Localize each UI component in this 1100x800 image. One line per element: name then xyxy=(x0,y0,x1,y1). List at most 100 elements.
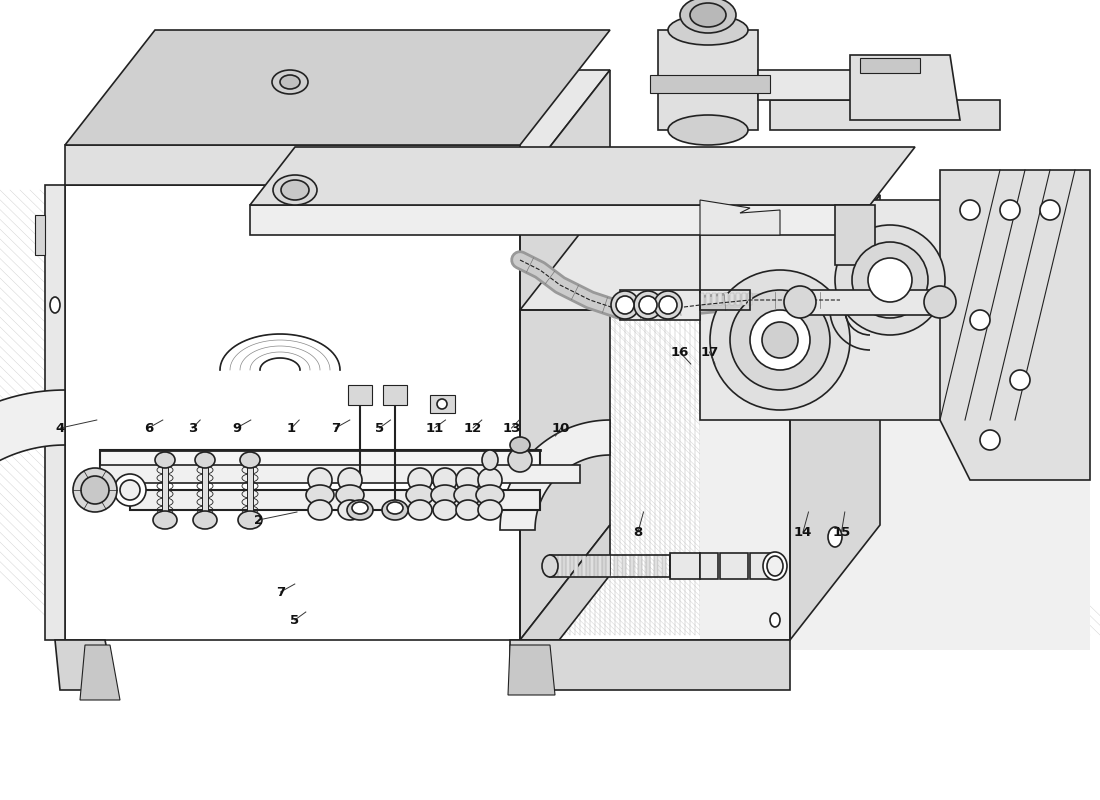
Text: 7: 7 xyxy=(276,586,285,598)
Bar xyxy=(736,293,740,305)
Polygon shape xyxy=(620,290,700,320)
Bar xyxy=(590,555,594,577)
Ellipse shape xyxy=(476,485,504,505)
Bar xyxy=(621,555,626,577)
Polygon shape xyxy=(35,215,45,255)
Ellipse shape xyxy=(1010,370,1030,390)
Bar xyxy=(860,58,920,73)
Ellipse shape xyxy=(659,296,676,314)
Ellipse shape xyxy=(153,511,177,529)
Ellipse shape xyxy=(924,286,956,318)
Bar xyxy=(614,555,618,577)
Ellipse shape xyxy=(610,291,639,319)
Ellipse shape xyxy=(155,452,175,468)
Ellipse shape xyxy=(828,527,842,547)
Ellipse shape xyxy=(542,555,558,577)
Ellipse shape xyxy=(770,348,780,362)
Polygon shape xyxy=(790,290,940,315)
Bar xyxy=(742,293,746,305)
Ellipse shape xyxy=(50,297,60,313)
Bar xyxy=(750,553,770,579)
Text: 14: 14 xyxy=(794,526,812,538)
Text: 15: 15 xyxy=(833,526,850,538)
Text: 11: 11 xyxy=(426,422,443,434)
Polygon shape xyxy=(510,640,790,690)
Bar xyxy=(248,460,253,520)
Polygon shape xyxy=(835,205,874,265)
Ellipse shape xyxy=(510,437,530,453)
Text: eurospares: eurospares xyxy=(746,151,838,169)
Bar xyxy=(718,293,722,305)
Ellipse shape xyxy=(280,180,309,200)
Bar xyxy=(250,205,870,235)
Polygon shape xyxy=(520,195,880,310)
Bar xyxy=(650,75,770,93)
Polygon shape xyxy=(348,385,372,405)
Ellipse shape xyxy=(240,452,260,468)
Text: eurospares: eurospares xyxy=(487,526,613,562)
Ellipse shape xyxy=(114,474,146,506)
Ellipse shape xyxy=(338,468,362,492)
Ellipse shape xyxy=(456,468,480,492)
Ellipse shape xyxy=(431,485,459,505)
Ellipse shape xyxy=(437,399,447,409)
Ellipse shape xyxy=(406,485,434,505)
Ellipse shape xyxy=(280,75,300,89)
Ellipse shape xyxy=(120,480,140,500)
Ellipse shape xyxy=(763,552,786,580)
Bar xyxy=(662,555,665,577)
Bar xyxy=(558,555,562,577)
Text: 13: 13 xyxy=(503,422,520,434)
Polygon shape xyxy=(850,55,960,120)
Ellipse shape xyxy=(980,430,1000,450)
Bar xyxy=(582,555,586,577)
Bar xyxy=(654,555,658,577)
Ellipse shape xyxy=(639,296,657,314)
Ellipse shape xyxy=(408,500,432,520)
Polygon shape xyxy=(770,100,1000,130)
Polygon shape xyxy=(65,30,610,145)
Ellipse shape xyxy=(192,511,217,529)
Bar xyxy=(550,555,670,577)
Bar xyxy=(658,30,758,130)
Bar xyxy=(100,450,540,475)
Polygon shape xyxy=(700,200,1050,420)
Bar xyxy=(566,555,570,577)
Text: 2: 2 xyxy=(254,514,263,526)
Polygon shape xyxy=(65,145,520,185)
Ellipse shape xyxy=(690,3,726,27)
Bar xyxy=(730,293,734,305)
Ellipse shape xyxy=(730,290,830,390)
Ellipse shape xyxy=(433,468,456,492)
Ellipse shape xyxy=(770,613,780,627)
Bar xyxy=(706,293,710,305)
Text: 8: 8 xyxy=(634,526,642,538)
Ellipse shape xyxy=(81,476,109,504)
Bar xyxy=(598,555,602,577)
Bar xyxy=(550,555,554,577)
Bar xyxy=(748,293,752,305)
Text: 10: 10 xyxy=(552,422,570,434)
Ellipse shape xyxy=(1000,200,1020,220)
Polygon shape xyxy=(250,147,915,205)
Ellipse shape xyxy=(306,485,334,505)
Bar xyxy=(202,460,208,520)
Text: 5: 5 xyxy=(375,422,384,434)
Text: eurospares: eurospares xyxy=(135,526,261,562)
Polygon shape xyxy=(500,420,610,530)
Ellipse shape xyxy=(668,15,748,45)
Bar xyxy=(606,555,610,577)
Polygon shape xyxy=(45,185,65,640)
Text: 16: 16 xyxy=(671,346,689,358)
Polygon shape xyxy=(508,645,556,695)
Ellipse shape xyxy=(852,242,928,318)
Bar xyxy=(700,293,704,305)
Bar xyxy=(670,553,700,579)
Polygon shape xyxy=(383,385,407,405)
Ellipse shape xyxy=(710,270,850,410)
Polygon shape xyxy=(700,230,1090,650)
Ellipse shape xyxy=(238,511,262,529)
Text: 3: 3 xyxy=(188,422,197,434)
Text: 1: 1 xyxy=(287,422,296,434)
Ellipse shape xyxy=(970,310,990,330)
